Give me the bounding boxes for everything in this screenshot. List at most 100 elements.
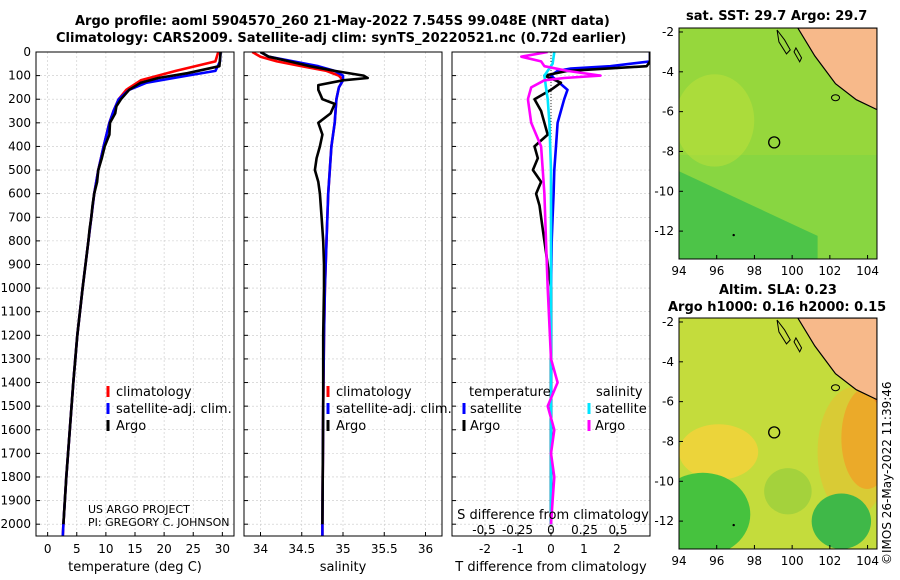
y-tick-label: 600 <box>8 187 31 201</box>
yellow-patch <box>679 424 759 480</box>
s-tick-label: -0.5 <box>472 523 495 537</box>
x-tick-label: 1 <box>580 542 588 556</box>
series-s-argo <box>519 52 602 525</box>
island-outline <box>776 319 791 345</box>
enggano-island <box>831 384 841 392</box>
series-climatology <box>251 52 345 536</box>
sst-map-title: sat. SST: 29.7 Argo: 29.7 <box>686 9 868 24</box>
legend-label: satellite-adj. clim. <box>116 402 232 417</box>
land-sumatra <box>797 28 877 111</box>
sla-map-title-line-2: Argo h1000: 0.16 h2000: 0.15 <box>668 300 887 315</box>
y-tick-label: 1800 <box>0 470 31 484</box>
legend-label: satellite-adj. clim. <box>336 402 452 417</box>
map-x-tick-label: 94 <box>671 264 686 278</box>
x-tick-label: 5 <box>73 542 81 556</box>
series-s-satellite <box>543 52 556 525</box>
map-y-tick-label: -2 <box>662 315 674 329</box>
map-y-tick-label: -8 <box>662 434 674 448</box>
series-argo <box>259 52 370 525</box>
map-x-tick-label: 94 <box>671 554 686 568</box>
legend-label: climatology <box>336 385 412 400</box>
y-tick-label: 1500 <box>0 399 31 413</box>
s-tick-label: 0 <box>547 523 555 537</box>
x-axis-label-salinity: salinity <box>320 560 367 575</box>
y-tick-label: 1700 <box>0 446 31 460</box>
argo-float-marker <box>768 426 781 439</box>
y-tick-label: 400 <box>8 139 31 153</box>
s-tick-label: 0.25 <box>571 523 598 537</box>
map-y-tick-label: -4 <box>662 355 674 369</box>
legend-label: climatology <box>116 385 192 400</box>
y-tick-label: 1200 <box>0 328 31 342</box>
island-outline <box>793 336 803 353</box>
legend-label: Argo <box>116 419 146 434</box>
x-tick-label: 36 <box>418 542 433 556</box>
legend-label: satellite <box>470 402 522 417</box>
mid-patch <box>764 468 812 515</box>
x-tick-label: 34.5 <box>288 542 315 556</box>
y-tick-label: 1600 <box>0 423 31 437</box>
sla-map-title-line-1: Altim. SLA: 0.23 <box>719 283 837 298</box>
y-tick-label: 700 <box>8 210 31 224</box>
enggano-island <box>831 94 841 102</box>
map-y-tick-label: -12 <box>654 224 674 238</box>
legend-title-temperature: temperature <box>469 385 551 400</box>
land-sumatra <box>797 318 877 401</box>
x-tick-label: 2 <box>613 542 621 556</box>
x-axis-label-temperature: temperature (deg C) <box>68 560 202 575</box>
figure-title-line-1: Argo profile: aoml 5904570_260 21-May-20… <box>75 14 610 29</box>
map-y-tick-label: -6 <box>662 105 674 119</box>
map-y-tick-label: -6 <box>662 395 674 409</box>
map-x-tick-label: 98 <box>747 264 762 278</box>
y-tick-label: 100 <box>8 69 31 83</box>
x-tick-label: 20 <box>156 542 171 556</box>
map-x-tick-label: 98 <box>747 554 762 568</box>
map-frame <box>678 317 878 550</box>
y-tick-label: 1400 <box>0 376 31 390</box>
christmas-island <box>732 233 735 237</box>
x-tick-label: 35 <box>335 542 350 556</box>
s-tick-label: -0.25 <box>502 523 533 537</box>
cool-region <box>679 171 818 259</box>
x-tick-label: 0 <box>44 542 52 556</box>
project-annotation: US ARGO PROJECT <box>88 503 190 516</box>
warm-patch <box>679 74 755 167</box>
map-field <box>679 318 877 549</box>
panel-salinity <box>243 51 443 537</box>
y-tick-label: 800 <box>8 234 31 248</box>
map-x-tick-label: 102 <box>818 264 841 278</box>
y-tick-label: 1000 <box>0 281 31 295</box>
map-x-tick-label: 96 <box>709 264 724 278</box>
argo-float-marker <box>768 136 781 149</box>
low-sla-patch <box>811 493 872 549</box>
y-tick-label: 300 <box>8 116 31 130</box>
series-argo <box>62 52 222 525</box>
map-y-tick-label: -12 <box>654 514 674 528</box>
series-satellite-adj-clim- <box>61 52 222 536</box>
legend-title-salinity: salinity <box>596 385 643 400</box>
x-tick-label: -2 <box>479 542 491 556</box>
map-y-tick-label: -2 <box>662 25 674 39</box>
panel-differences <box>451 51 651 537</box>
map-y-tick-label: -4 <box>662 65 674 79</box>
y-tick-label: 1900 <box>0 494 31 508</box>
map-field <box>679 28 877 259</box>
map-sla-map <box>678 317 878 550</box>
map-x-tick-label: 100 <box>781 554 804 568</box>
y-tick-label: 0 <box>23 45 31 59</box>
y-tick-label: 500 <box>8 163 31 177</box>
map-x-tick-label: 102 <box>818 554 841 568</box>
map-sst-map <box>678 27 878 260</box>
legend-label: Argo <box>595 419 625 434</box>
y-tick-label: 200 <box>8 92 31 106</box>
map-y-tick-label: -8 <box>662 144 674 158</box>
x-tick-label: 15 <box>127 542 142 556</box>
series-climatology <box>61 52 220 536</box>
legend-label: satellite <box>595 402 647 417</box>
map-y-tick-label: -10 <box>654 184 674 198</box>
x-tick-label: 30 <box>215 542 230 556</box>
legend-label: Argo <box>470 419 500 434</box>
y-tick-label: 1300 <box>0 352 31 366</box>
project-annotation: PI: GREGORY C. JOHNSON <box>88 516 229 529</box>
x-axis-label-differences: T difference from climatology <box>454 560 647 575</box>
